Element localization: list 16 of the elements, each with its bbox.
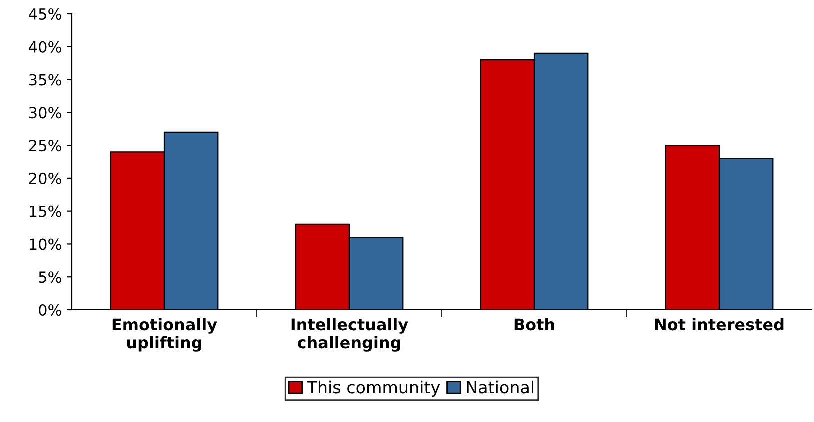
x-tick-label: Emotionally uplifting xyxy=(112,318,218,352)
y-tick-label: 25% xyxy=(29,140,62,152)
x-tick-label: Intellectually challenging xyxy=(292,318,408,352)
x-tick-label: Both xyxy=(514,318,554,331)
y-tick-label: 30% xyxy=(29,107,62,119)
y-tick-label: 35% xyxy=(29,74,62,86)
y-tick-label: 40% xyxy=(29,41,62,53)
y-tick-label: 15% xyxy=(30,206,62,218)
x-tick-label: Not interested xyxy=(655,318,784,331)
y-tick-label: 20% xyxy=(29,172,62,184)
legend-label: National xyxy=(467,380,534,394)
y-tick-label: 5% xyxy=(39,272,62,284)
legend-label: This community xyxy=(307,380,440,397)
y-tick-label: 45% xyxy=(29,8,62,20)
y-tick-label: 10% xyxy=(30,238,62,250)
y-tick-label: 0% xyxy=(39,304,62,316)
